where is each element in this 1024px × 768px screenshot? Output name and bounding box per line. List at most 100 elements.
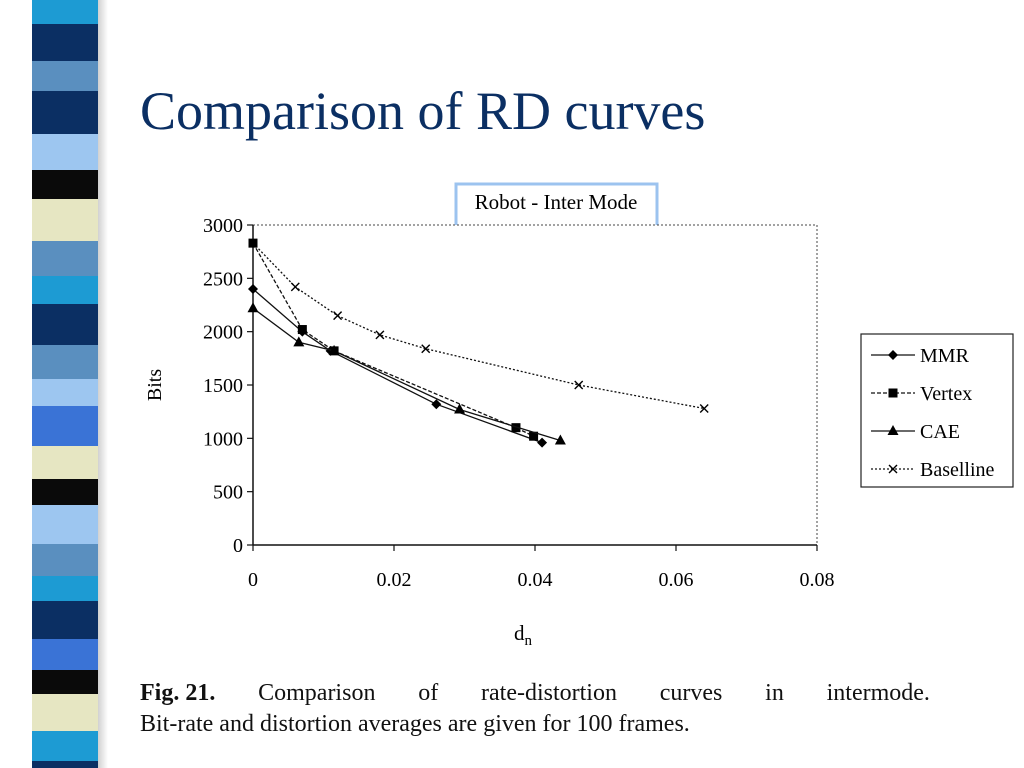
x-marker-stroke <box>290 282 300 292</box>
stripe-block <box>32 61 98 91</box>
caption-word: rate-distortion <box>481 680 617 706</box>
x-marker-stroke <box>421 344 431 354</box>
legend-box <box>860 333 1014 488</box>
x-axis-label-main: d <box>514 621 525 645</box>
data-point-cae <box>554 434 566 445</box>
caption-line-1: Fig. 21. Comparison of rate-distortion c… <box>140 678 930 709</box>
stripe-block <box>32 601 98 639</box>
stripe-block <box>32 304 98 345</box>
legend-item-mmr: MMR <box>871 345 970 367</box>
x-tick-label: 0.02 <box>377 569 412 591</box>
data-point-mmr <box>431 399 442 410</box>
x-tick-label: 0.06 <box>659 569 694 591</box>
data-point-baselline <box>375 330 385 340</box>
stripe-block <box>32 479 98 505</box>
stripe-block <box>32 544 98 576</box>
caption-word: in <box>765 680 784 706</box>
y-tick-label: 500 <box>213 482 243 504</box>
chart-title: Robot - Inter Mode <box>475 190 638 214</box>
stripe-block <box>32 406 98 446</box>
series-cae <box>247 302 566 445</box>
legend-label: CAE <box>920 421 960 443</box>
caption-word: intermode. <box>826 680 930 706</box>
x-marker-stroke <box>699 403 709 413</box>
data-point-vertex <box>529 431 539 441</box>
data-point-baselline <box>421 344 431 354</box>
caption-word: of <box>418 680 439 706</box>
legend-label: Baselline <box>920 459 995 481</box>
data-point-vertex <box>297 325 307 335</box>
slide-title: Comparison of RD curves <box>140 81 706 141</box>
legend: MMR Vertex CAE Baselline <box>860 333 1014 488</box>
decorative-color-stripe <box>32 0 98 768</box>
data-point-cae <box>328 344 340 355</box>
x-marker-stroke <box>248 238 258 248</box>
caption-line-2: Bit-rate and distortion averages are giv… <box>140 711 690 737</box>
x-tick-label: 0.04 <box>518 569 553 591</box>
x-marker-stroke <box>333 311 343 321</box>
legend-label: MMR <box>920 345 970 367</box>
rd-chart: Robot - Inter Mode 0 500 1000 1500 2000 2500 3… <box>144 182 1014 649</box>
legend-item-cae: CAE <box>871 421 960 443</box>
series-baselline <box>248 238 709 413</box>
y-tick-label: 2500 <box>203 268 243 290</box>
stripe-block <box>32 24 98 61</box>
y-tick-label: 1500 <box>203 375 243 397</box>
data-point-cae <box>293 336 305 347</box>
legend-item-vertex: Vertex <box>871 383 972 405</box>
stripe-block <box>32 694 98 731</box>
stripe-block <box>32 731 98 761</box>
legend-item-baselline: Baselline <box>871 459 995 481</box>
data-point-baselline <box>574 380 584 390</box>
x-tick-label: 0.08 <box>800 569 835 591</box>
caption-figure-label: Fig. 21. <box>140 680 216 706</box>
x-marker-stroke <box>375 330 385 340</box>
stripe-block <box>32 91 98 134</box>
data-point-mmr <box>248 284 258 294</box>
data-point-mmr <box>537 437 548 448</box>
x-marker-stroke <box>574 380 584 390</box>
data-point-baselline <box>290 282 300 292</box>
stripe-block <box>32 345 98 379</box>
stripe-block <box>32 670 98 694</box>
stripe-block <box>32 576 98 601</box>
y-axis-label: Bits <box>144 369 166 401</box>
stripe-block <box>32 276 98 304</box>
axis-ticks: 0 500 1000 1500 2000 2500 3000 0 0.02 0.04 0.06 0.0… <box>203 215 835 591</box>
chart-title-box <box>454 182 659 231</box>
stripe-block <box>32 639 98 670</box>
x-tick-label: 0 <box>248 569 258 591</box>
data-point-cae <box>454 403 466 414</box>
legend-marker <box>888 464 898 474</box>
stripe-block <box>32 505 98 544</box>
data-point-vertex <box>511 423 521 433</box>
stripe-block <box>32 170 98 199</box>
legend-label: Vertex <box>920 383 972 405</box>
stripe-block <box>32 379 98 406</box>
x-marker-stroke <box>888 464 898 474</box>
series-line-vertex <box>252 242 534 437</box>
stripe-block <box>32 134 98 170</box>
legend-marker <box>888 388 898 398</box>
stripe-block <box>32 0 98 24</box>
stripe-block <box>32 446 98 479</box>
stripe-block <box>32 199 98 241</box>
legend-items: MMR Vertex CAE Baselline <box>871 345 995 481</box>
data-point-baselline <box>333 311 343 321</box>
caption-word: curves <box>659 680 723 706</box>
plot-area <box>252 224 818 546</box>
y-tick-label: 2000 <box>203 322 243 344</box>
x-axis-label-sub: n <box>525 633 533 649</box>
legend-marker <box>888 350 898 360</box>
stripe-shadow <box>98 0 108 768</box>
y-tick-label: 3000 <box>203 215 243 237</box>
figure-caption: Fig. 21. Comparison of rate-distortion c… <box>140 678 930 740</box>
legend-marker <box>887 425 899 435</box>
x-axis-label: dn <box>514 621 533 649</box>
data-point-baselline <box>699 403 709 413</box>
y-tick-label: 1000 <box>203 428 243 450</box>
series-layer <box>247 238 709 448</box>
y-tick-label: 0 <box>233 535 243 557</box>
data-point-cae <box>247 302 259 313</box>
stripe-block <box>32 241 98 276</box>
